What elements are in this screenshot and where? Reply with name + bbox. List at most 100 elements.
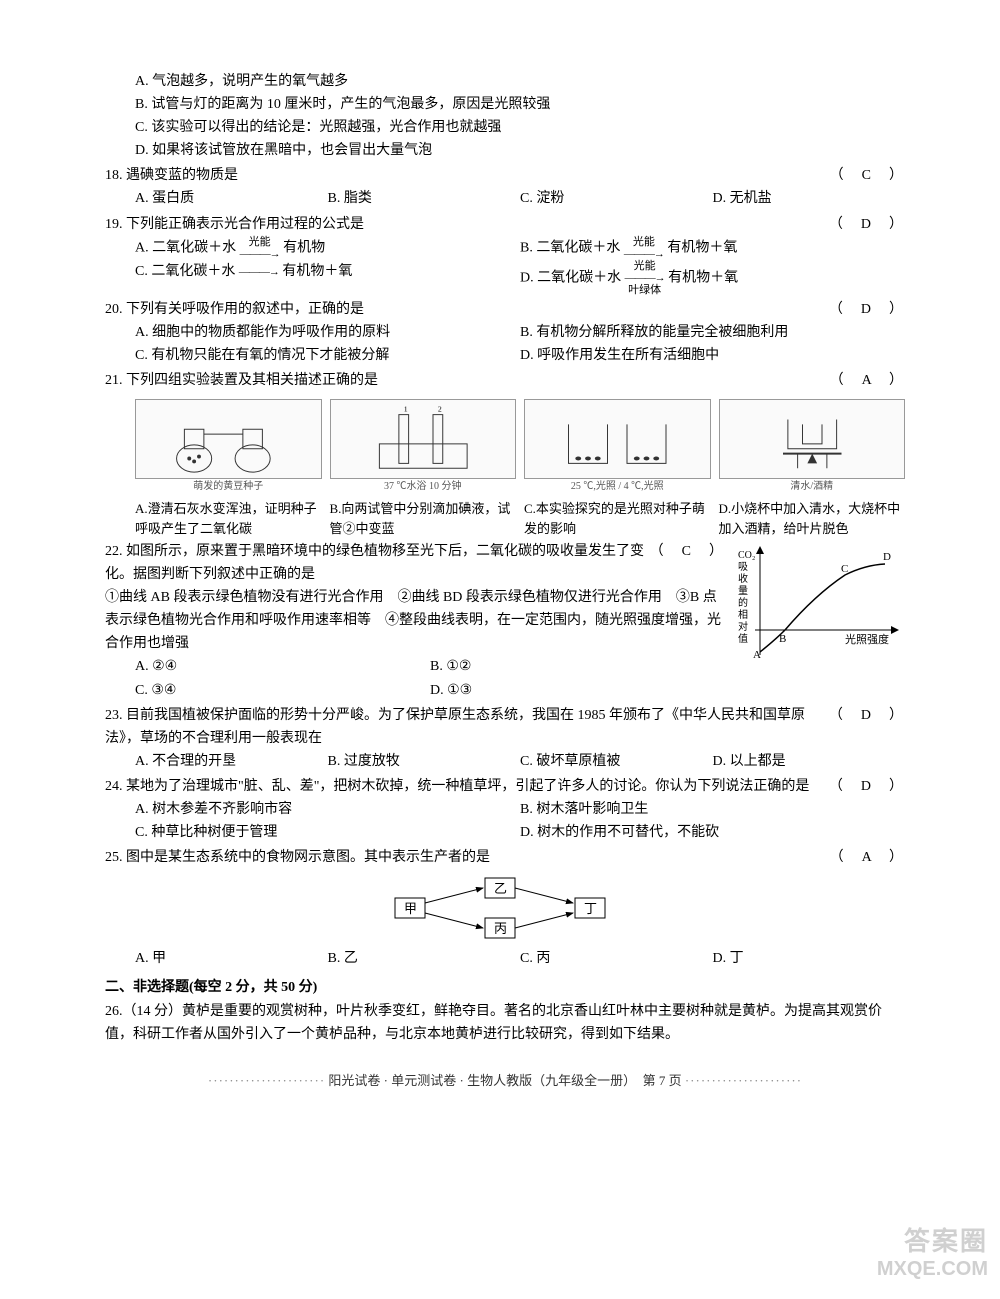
q20-opt-C: C. 有机物只能在有氧的情况下才能被分解 bbox=[135, 344, 520, 367]
q22-stem2: ①曲线 AB 段表示绿色植物没有进行光合作用 ②曲线 BD 段表示绿色植物仅进行… bbox=[105, 586, 725, 655]
q18-answer: （ C ） bbox=[830, 164, 905, 187]
option-C: C. 该实验可以得出的结论是：光照越强，光合作用也就越强 bbox=[135, 116, 905, 139]
q25-stem: 25. 图中是某生态系统中的食物网示意图。其中表示生产者的是 bbox=[105, 850, 490, 865]
q24-opt-A: A. 树木参差不齐影响市容 bbox=[135, 798, 520, 821]
svg-text:B: B bbox=[779, 633, 786, 645]
q22-opt-C: C. ③④ bbox=[135, 679, 430, 702]
svg-text:甲: 甲 bbox=[404, 901, 417, 916]
q18-opt-D: D. 无机盐 bbox=[713, 187, 906, 210]
question-21: 21. 下列四组实验装置及其相关描述正确的是 （ A ） 萌发的黄豆种子 bbox=[105, 369, 905, 538]
svg-text:C: C bbox=[841, 563, 848, 575]
apparatus-icon bbox=[524, 399, 711, 479]
question-25: 25. 图中是某生态系统中的食物网示意图。其中表示生产者的是 （ A ） 甲 乙… bbox=[105, 846, 905, 970]
section-2-header: 二、非选择题(每空 2 分，共 50 分) bbox=[105, 976, 905, 999]
svg-text:相: 相 bbox=[738, 608, 748, 621]
q21-stem: 21. 下列四组实验装置及其相关描述正确的是 bbox=[105, 373, 378, 388]
q20-stem: 20. 下列有关呼吸作用的叙述中，正确的是 bbox=[105, 302, 364, 317]
svg-text:量: 量 bbox=[738, 585, 748, 597]
q20-opt-D: D. 呼吸作用发生在所有活细胞中 bbox=[520, 344, 905, 367]
q24-opt-D: D. 树木的作用不可替代，不能砍 bbox=[520, 821, 905, 844]
q21-caption-C: C.本实验探究的是光照对种子萌发的影响 bbox=[524, 499, 711, 538]
q19-formula-C: C. 二氧化碳＋水 ———→ 有机物＋氧 bbox=[135, 260, 520, 296]
option-B: B. 试管与灯的距离为 10 厘米时，产生的气泡最多，原因是光照较强 bbox=[135, 93, 905, 116]
q21-caption-A: A.澄清石灰水变浑浊，证明种子呼吸产生了二氧化碳 bbox=[135, 499, 322, 538]
q20-opt-A: A. 细胞中的物质都能作为呼吸作用的原料 bbox=[135, 321, 520, 344]
question-19: 19. 下列能正确表示光合作用过程的公式是 （ D ） A. 二氧化碳＋水 光能… bbox=[105, 213, 905, 297]
q20-opt-B: B. 有机物分解所释放的能量完全被细胞利用 bbox=[520, 321, 905, 344]
q26-stem: 26.（14 分）黄栌是重要的观赏树种，叶片秋季变红，鲜艳夺目。著名的北京香山红… bbox=[105, 1000, 905, 1046]
q25-opt-D: D. 丁 bbox=[713, 947, 906, 970]
q20-answer: （ D ） bbox=[829, 298, 905, 321]
svg-text:光照强度: 光照强度 bbox=[845, 632, 889, 646]
q21-caption-B: B.向两试管中分别滴加碘液，试管②中变蓝 bbox=[330, 499, 517, 538]
svg-text:的: 的 bbox=[738, 596, 748, 609]
svg-text:D: D bbox=[883, 551, 891, 563]
question-18: 18. 遇碘变蓝的物质是 （ C ） A. 蛋白质 B. 脂类 C. 淀粉 D.… bbox=[105, 164, 905, 210]
q23-answer: （ D ） bbox=[829, 704, 905, 727]
q24-stem: 24. 某地为了治理城市"脏、乱、差"，把树木砍掉，统一种植草坪，引起了许多人的… bbox=[105, 779, 809, 794]
svg-text:丙: 丙 bbox=[494, 921, 507, 936]
q18-opt-C: C. 淀粉 bbox=[520, 187, 713, 210]
q19-answer: （ D ） bbox=[829, 213, 905, 236]
svg-text:收: 收 bbox=[738, 572, 748, 585]
svg-text:值: 值 bbox=[738, 632, 748, 645]
q21-caption-D: D.小烧杯中加入清水，大烧杯中加入酒精，给叶片脱色 bbox=[719, 499, 906, 538]
q25-opt-B: B. 乙 bbox=[328, 947, 521, 970]
q22-answer: （ C ） bbox=[650, 540, 725, 563]
q21-diagram-A: 萌发的黄豆种子 bbox=[135, 399, 322, 496]
svg-text:2: 2 bbox=[437, 404, 441, 413]
question-26: 26.（14 分）黄栌是重要的观赏树种，叶片秋季变红，鲜艳夺目。著名的北京香山红… bbox=[105, 1000, 905, 1046]
q18-stem: 18. 遇碘变蓝的物质是 bbox=[105, 168, 238, 183]
q24-answer: （ D ） bbox=[829, 775, 905, 798]
q25-answer: （ A ） bbox=[830, 846, 905, 869]
q22-opt-D: D. ①③ bbox=[430, 679, 725, 702]
footer-text: 阳光试卷 · 单元测试卷 · 生物人教版（九年级全一册） 第 7 页 bbox=[328, 1073, 681, 1088]
question-20: 20. 下列有关呼吸作用的叙述中，正确的是 （ D ） A. 细胞中的物质都能作… bbox=[105, 298, 905, 367]
arrow-icon: 光能———→叶绿体 bbox=[625, 260, 665, 296]
page-footer: ······················ 阳光试卷 · 单元测试卷 · 生物… bbox=[105, 1070, 905, 1091]
svg-text:丁: 丁 bbox=[584, 901, 597, 916]
q19-stem: 19. 下列能正确表示光合作用过程的公式是 bbox=[105, 217, 364, 232]
q23-opt-C: C. 破坏草原植被 bbox=[520, 750, 713, 773]
question-17-tail: A. 气泡越多，说明产生的氧气越多 B. 试管与灯的距离为 10 厘米时，产生的… bbox=[105, 70, 905, 162]
apparatus-icon bbox=[719, 399, 906, 479]
q24-opt-C: C. 种草比种树便于管理 bbox=[135, 821, 520, 844]
apparatus-icon: 12 bbox=[330, 399, 517, 479]
svg-text:对: 对 bbox=[738, 620, 748, 633]
q23-opt-D: D. 以上都是 bbox=[713, 750, 906, 773]
q24-opt-B: B. 树木落叶影响卫生 bbox=[520, 798, 905, 821]
question-22: 22. 如图所示，原来置于黑暗环境中的绿色植物移至光下后，二氧化碳的吸收量发生了… bbox=[105, 540, 905, 702]
apparatus-icon bbox=[135, 399, 322, 479]
svg-text:A: A bbox=[753, 649, 761, 661]
option-D: D. 如果将该试管放在黑暗中，也会冒出大量气泡 bbox=[135, 139, 905, 162]
q23-opt-A: A. 不合理的开垦 bbox=[135, 750, 328, 773]
q19-formula-A: A. 二氧化碳＋水 光能———→ 有机物 bbox=[135, 236, 520, 260]
svg-text:CO₂: CO₂ bbox=[738, 550, 755, 561]
q21-answer: （ A ） bbox=[830, 369, 905, 392]
q21-diagram-B: 12 37 ℃水浴 10 分钟 bbox=[330, 399, 517, 496]
q22-stem1: 22. 如图所示，原来置于黑暗环境中的绿色植物移至光下后，二氧化碳的吸收量发生了… bbox=[105, 544, 644, 582]
arrow-icon: ———→ bbox=[239, 266, 279, 278]
q19-formula-B: B. 二氧化碳＋水 光能———→ 有机物＋氧 bbox=[520, 236, 905, 260]
q21-diagram-C: 25 ℃,光照 / 4 ℃,光照 bbox=[524, 399, 711, 496]
arrow-icon: 光能———→ bbox=[240, 236, 280, 260]
q18-opt-B: B. 脂类 bbox=[328, 187, 521, 210]
q25-foodweb-diagram: 甲 乙 丙 丁 bbox=[105, 873, 905, 943]
arrow-icon: 光能———→ bbox=[624, 236, 664, 260]
question-24: 24. 某地为了治理城市"脏、乱、差"，把树木砍掉，统一种植草坪，引起了许多人的… bbox=[105, 775, 905, 844]
svg-text:乙: 乙 bbox=[494, 881, 507, 896]
q21-diagram-D: 清水/酒精 bbox=[719, 399, 906, 496]
q22-opt-A: A. ②④ bbox=[135, 655, 430, 678]
q23-stem: 23. 目前我国植被保护面临的形势十分严峻。为了保护草原生态系统，我国在 198… bbox=[105, 708, 805, 746]
svg-text:1: 1 bbox=[403, 404, 407, 413]
q19-formula-D: D. 二氧化碳＋水 光能———→叶绿体 有机物＋氧 bbox=[520, 260, 905, 296]
watermark: 答案圈 MXQE.COM bbox=[877, 1226, 988, 1281]
q22-graph: A B C D CO₂ 吸 收 量 的 相 对 值 光照强度 bbox=[735, 540, 905, 670]
q22-opt-B: B. ①② bbox=[430, 655, 725, 678]
q25-opt-C: C. 丙 bbox=[520, 947, 713, 970]
q25-opt-A: A. 甲 bbox=[135, 947, 328, 970]
question-23: 23. 目前我国植被保护面临的形势十分严峻。为了保护草原生态系统，我国在 198… bbox=[105, 704, 905, 773]
q18-opt-A: A. 蛋白质 bbox=[135, 187, 328, 210]
q23-opt-B: B. 过度放牧 bbox=[328, 750, 521, 773]
svg-text:吸: 吸 bbox=[738, 562, 748, 573]
